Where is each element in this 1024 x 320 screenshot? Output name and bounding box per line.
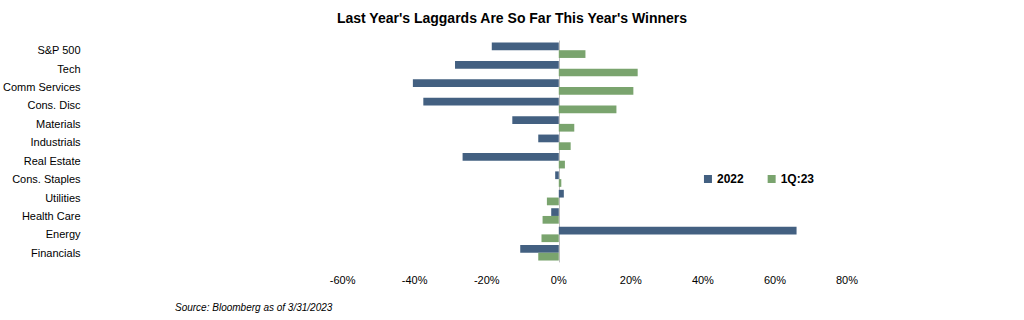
svg-text:Industrials: Industrials: [30, 136, 81, 148]
svg-text:60%: 60%: [764, 274, 786, 286]
svg-text:-20%: -20%: [474, 274, 500, 286]
svg-text:Comm Services: Comm Services: [3, 81, 81, 93]
svg-text:Energy: Energy: [46, 228, 81, 240]
svg-text:Source: Bloomberg as of 3/31/2: Source: Bloomberg as of 3/31/2023: [175, 302, 333, 313]
svg-text:-60%: -60%: [330, 274, 356, 286]
svg-text:Cons. Disc: Cons. Disc: [27, 99, 81, 111]
svg-text:S&P 500: S&P 500: [37, 44, 80, 56]
svg-text:Health Care: Health Care: [22, 210, 81, 222]
svg-text:Materials: Materials: [36, 118, 81, 130]
svg-text:-40%: -40%: [402, 274, 428, 286]
svg-text:Last Year's Laggards Are So Fa: Last Year's Laggards Are So Far This Yea…: [337, 10, 687, 26]
svg-text:2022: 2022: [717, 172, 744, 186]
svg-text:0%: 0%: [551, 274, 567, 286]
svg-text:Cons. Staples: Cons. Staples: [12, 173, 81, 185]
svg-text:40%: 40%: [692, 274, 714, 286]
svg-text:20%: 20%: [620, 274, 642, 286]
svg-text:Financials: Financials: [31, 247, 81, 259]
svg-text:Tech: Tech: [57, 63, 80, 75]
svg-text:1Q:23: 1Q:23: [781, 172, 815, 186]
svg-text:80%: 80%: [836, 274, 858, 286]
svg-text:Utilities: Utilities: [45, 192, 81, 204]
svg-text:Real Estate: Real Estate: [24, 155, 81, 167]
